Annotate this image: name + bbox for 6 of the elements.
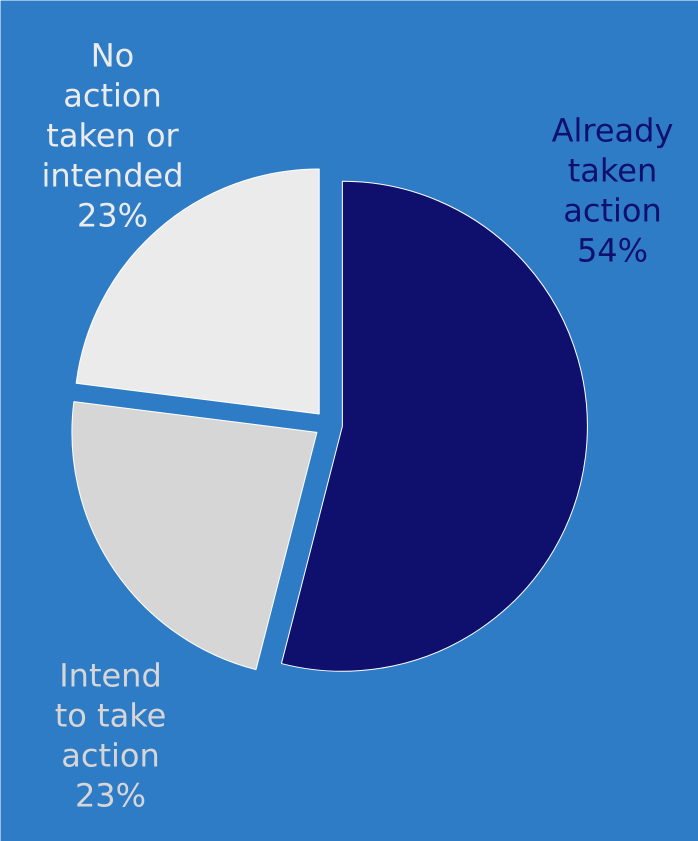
- slice-label: No action taken or intended: [42, 36, 184, 194]
- slice-label: Intend to take action: [54, 656, 166, 774]
- data-label: 23%: [74, 776, 146, 814]
- data-label: 23%: [76, 196, 148, 234]
- data-label: 54%: [576, 231, 648, 270]
- slice-label: Already taken action: [552, 112, 674, 230]
